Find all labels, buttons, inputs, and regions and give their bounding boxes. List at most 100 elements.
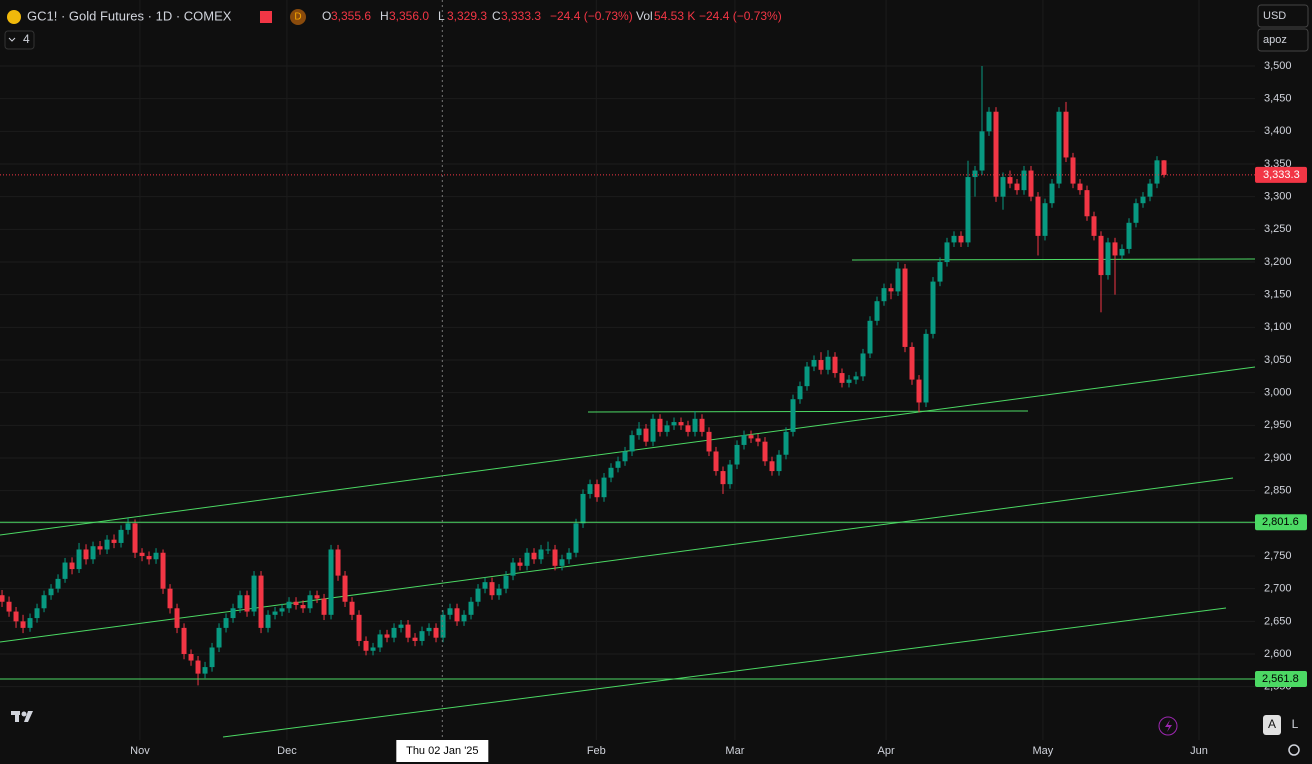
body [839, 373, 845, 383]
body [391, 627, 397, 638]
scale-button[interactable] [1257, 28, 1309, 52]
body [433, 627, 439, 638]
body [209, 647, 215, 668]
body [1056, 111, 1062, 184]
badge: D [294, 12, 301, 23]
body [377, 634, 383, 648]
scale: apoz [1263, 34, 1287, 46]
body [370, 647, 376, 651]
symbol[interactable]: GC1! · Gold Futures · 1D · COMEX [27, 8, 232, 23]
body [1014, 183, 1020, 191]
y-tick-label: 3,450 [1264, 93, 1292, 105]
body [223, 618, 229, 628]
body [195, 660, 201, 674]
body [1098, 235, 1104, 276]
field-label: L [438, 9, 445, 23]
body [1133, 203, 1139, 223]
body [517, 562, 523, 566]
body [97, 546, 103, 550]
y-tick-label: 3,200 [1264, 256, 1292, 268]
body [846, 379, 852, 383]
body [916, 379, 922, 403]
body [895, 268, 901, 292]
body [286, 601, 292, 609]
body [594, 484, 600, 498]
body [566, 552, 572, 560]
field-label: H [380, 9, 389, 23]
body [104, 539, 110, 550]
body [55, 578, 61, 589]
body [1007, 177, 1013, 184]
y-tick-label: 3,150 [1264, 289, 1292, 301]
x-tick-label: Feb [587, 745, 606, 757]
body [832, 356, 838, 374]
body [580, 493, 586, 524]
field-label: O [322, 9, 331, 23]
lightning[interactable] [1158, 716, 1178, 736]
body [706, 431, 712, 452]
badge-bg [290, 9, 306, 25]
body [1035, 196, 1041, 236]
body [853, 376, 859, 380]
body [13, 611, 19, 622]
level-tag [1255, 670, 1307, 687]
log[interactable]: L [1292, 717, 1299, 731]
symbol-icon [7, 10, 21, 24]
body [230, 608, 236, 619]
body [797, 386, 803, 400]
field-value: 3,355.6 [331, 9, 371, 23]
body [489, 582, 495, 596]
y-tick-label: 3,050 [1264, 354, 1292, 366]
body [930, 281, 936, 334]
auto-button[interactable] [1263, 715, 1281, 735]
body [685, 425, 691, 432]
field-value: 3,333.3 [501, 9, 541, 23]
body [279, 608, 285, 612]
body [90, 546, 96, 560]
body [776, 454, 782, 472]
body [174, 608, 180, 628]
body [650, 418, 656, 442]
field-value: 3,356.0 [389, 9, 429, 23]
body [531, 552, 537, 560]
trendline [222, 607, 1227, 738]
body [699, 418, 705, 432]
body [986, 111, 992, 132]
chevron [8, 37, 16, 42]
body [251, 575, 257, 612]
body [202, 667, 208, 674]
body [181, 627, 187, 655]
y-tick-label: 3,400 [1264, 125, 1292, 137]
body [0, 595, 5, 602]
body [419, 631, 425, 641]
body [1140, 196, 1146, 204]
settings[interactable] [1288, 744, 1300, 756]
body [363, 640, 369, 651]
body [559, 559, 565, 566]
currency-button[interactable] [1257, 4, 1309, 28]
body [657, 418, 663, 432]
x-tick-label: May [1033, 745, 1054, 757]
body [1126, 222, 1132, 249]
y-tick-label: 3,350 [1264, 158, 1292, 170]
body [902, 268, 908, 347]
body [62, 562, 68, 579]
y-tick-label: 2,750 [1264, 550, 1292, 562]
body [258, 575, 264, 628]
flag[interactable] [260, 11, 272, 23]
body [622, 451, 628, 462]
body [951, 235, 957, 243]
body [615, 461, 621, 468]
body [237, 595, 243, 609]
body [888, 288, 894, 292]
body [629, 435, 635, 452]
body [440, 614, 446, 638]
lightning-icon [1165, 720, 1172, 732]
trendline [0, 477, 1234, 643]
indicator-toggle[interactable] [4, 30, 35, 50]
body [909, 346, 915, 380]
body [993, 111, 999, 197]
body [965, 177, 971, 243]
